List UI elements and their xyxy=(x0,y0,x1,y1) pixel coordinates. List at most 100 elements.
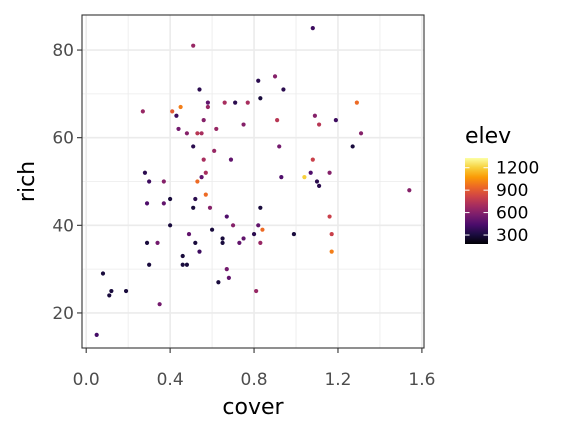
data-point xyxy=(327,214,332,219)
legend-title: elev xyxy=(465,124,511,149)
y-tick-label: 20 xyxy=(52,304,74,324)
data-point xyxy=(191,205,196,210)
x-tick-label: 1.6 xyxy=(408,370,435,390)
data-point xyxy=(251,231,257,237)
data-point xyxy=(178,104,183,110)
data-point xyxy=(186,231,192,237)
data-point xyxy=(241,236,246,241)
data-point xyxy=(316,183,322,188)
x-tick-label: 0.4 xyxy=(157,370,184,390)
data-point xyxy=(184,131,190,136)
data-point xyxy=(197,87,202,92)
x-tick-label: 1.2 xyxy=(324,370,351,390)
data-point xyxy=(123,288,129,294)
data-point xyxy=(109,288,114,294)
data-point xyxy=(107,293,112,298)
data-point xyxy=(310,157,315,162)
data-point xyxy=(199,131,204,136)
x-tick-label: 0.0 xyxy=(73,370,100,390)
data-point xyxy=(94,332,99,337)
data-point xyxy=(142,170,148,175)
data-point xyxy=(275,118,280,123)
data-point xyxy=(302,175,307,180)
data-point xyxy=(224,267,229,272)
data-point xyxy=(157,302,162,307)
y-tick-label: 80 xyxy=(52,41,74,61)
data-point xyxy=(201,157,206,162)
y-axis-title: rich xyxy=(15,161,40,202)
data-point xyxy=(201,118,206,123)
data-point xyxy=(258,96,263,101)
data-point xyxy=(220,236,225,241)
data-point xyxy=(161,201,166,206)
data-point xyxy=(212,148,217,153)
data-point xyxy=(207,205,213,210)
data-point xyxy=(254,288,259,294)
data-point xyxy=(174,113,179,118)
legend-tick-label: 300 xyxy=(496,226,528,246)
y-tick-label: 40 xyxy=(52,216,74,236)
data-point xyxy=(193,240,198,245)
data-point xyxy=(291,231,297,237)
data-point xyxy=(168,223,173,228)
legend-colorbar xyxy=(465,158,488,244)
data-point xyxy=(191,144,196,149)
legend-tick-label: 1200 xyxy=(496,159,539,179)
x-tick-label: 0.8 xyxy=(241,370,268,390)
data-point xyxy=(329,249,334,254)
data-point xyxy=(228,157,234,162)
legend-tick-label: 900 xyxy=(496,181,528,201)
data-point xyxy=(279,175,284,180)
data-point xyxy=(191,43,196,48)
data-point xyxy=(180,262,185,267)
data-point xyxy=(245,100,250,105)
data-point xyxy=(184,262,190,267)
data-point xyxy=(155,240,160,245)
data-point xyxy=(203,170,208,175)
data-point xyxy=(407,188,412,193)
x-axis-title: cover xyxy=(222,395,284,420)
data-point xyxy=(209,227,215,232)
data-point xyxy=(205,104,210,110)
data-point xyxy=(358,131,364,136)
data-point xyxy=(277,144,282,149)
data-point xyxy=(222,100,227,105)
data-point xyxy=(354,100,359,105)
data-point xyxy=(327,170,332,175)
data-point xyxy=(147,262,152,267)
data-point xyxy=(195,131,200,136)
data-point xyxy=(233,100,238,105)
data-point xyxy=(272,74,278,79)
data-point xyxy=(168,196,173,202)
data-point xyxy=(180,253,185,259)
data-point xyxy=(144,240,150,245)
data-point xyxy=(100,271,106,276)
data-point xyxy=(176,126,181,132)
data-point xyxy=(193,196,198,202)
data-point xyxy=(220,240,225,245)
data-point xyxy=(310,26,315,31)
data-point xyxy=(241,122,246,127)
data-point xyxy=(308,170,313,175)
data-point xyxy=(329,231,334,237)
data-point xyxy=(226,275,231,280)
legend-tick-label: 600 xyxy=(496,204,528,224)
data-point xyxy=(314,179,320,184)
data-points xyxy=(94,26,412,337)
data-point xyxy=(312,113,317,118)
data-point xyxy=(237,240,242,245)
plot-border xyxy=(81,14,425,349)
data-point xyxy=(147,179,152,184)
minor-gridlines xyxy=(82,15,424,348)
data-point xyxy=(199,175,204,180)
data-point xyxy=(258,240,263,245)
data-point xyxy=(140,109,145,114)
data-point xyxy=(333,118,338,123)
data-point xyxy=(260,227,265,232)
data-point xyxy=(230,223,236,228)
data-point xyxy=(350,144,355,149)
major-gridlines xyxy=(82,15,424,348)
